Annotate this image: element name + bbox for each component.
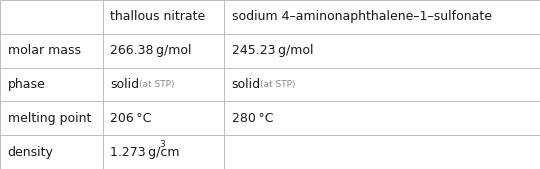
Text: melting point: melting point [8,112,91,125]
Text: sodium 4–aminonaphthalene–1–sulfonate: sodium 4–aminonaphthalene–1–sulfonate [232,10,491,23]
Text: 1.273 g/cm: 1.273 g/cm [110,146,180,159]
Text: (at STP): (at STP) [260,80,296,89]
Text: solid: solid [232,78,261,91]
Text: solid: solid [110,78,139,91]
Text: density: density [8,146,53,159]
Text: thallous nitrate: thallous nitrate [110,10,205,23]
Text: molar mass: molar mass [8,44,80,57]
Text: 280 °C: 280 °C [232,112,273,125]
Text: (at STP): (at STP) [139,80,174,89]
Text: 206 °C: 206 °C [110,112,152,125]
Text: 3: 3 [160,140,165,149]
Text: 266.38 g/mol: 266.38 g/mol [110,44,192,57]
Text: phase: phase [8,78,45,91]
Text: 245.23 g/mol: 245.23 g/mol [232,44,313,57]
